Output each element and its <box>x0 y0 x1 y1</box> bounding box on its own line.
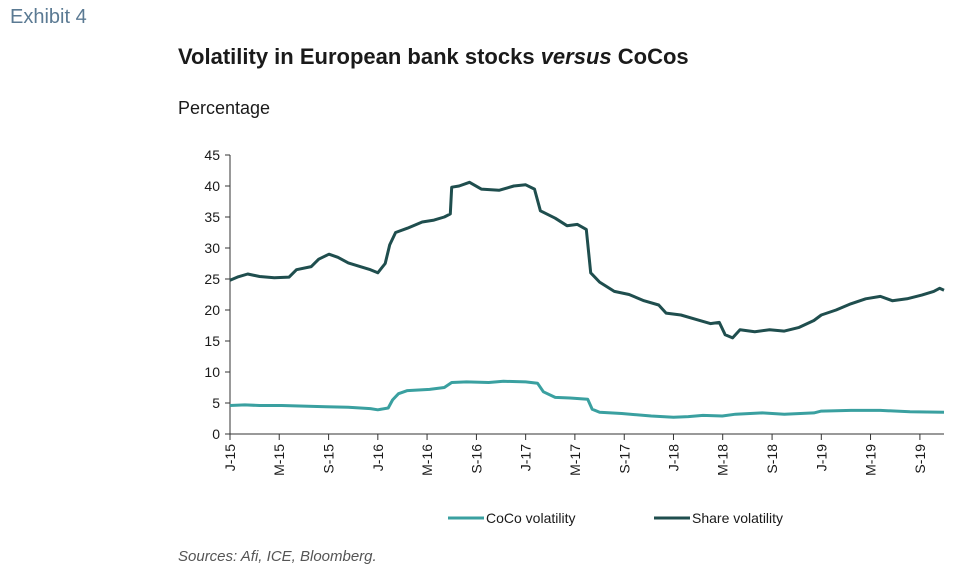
x-tick: S-19 <box>912 434 928 474</box>
x-tick-label: J-19 <box>813 444 829 471</box>
x-tick-label: S-17 <box>616 444 632 474</box>
y-tick-label: 25 <box>204 271 220 287</box>
y-tick-label: 35 <box>204 209 220 225</box>
x-tick: J-15 <box>222 434 238 471</box>
legend-item: CoCo volatility <box>448 510 575 526</box>
chart-title: Volatility in European bank stocks versu… <box>178 44 689 70</box>
x-tick-label: S-18 <box>764 444 780 474</box>
source-note: Sources: Afi, ICE, Bloomberg. <box>178 548 377 565</box>
y-tick-label: 45 <box>204 147 220 163</box>
legend-label: CoCo volatility <box>486 510 575 526</box>
x-tick: M-16 <box>419 434 435 476</box>
title-part-2: CoCos <box>611 44 689 69</box>
x-tick-label: S-15 <box>321 444 337 474</box>
y-tick-label: 10 <box>204 364 220 380</box>
x-tick: M-19 <box>863 434 879 476</box>
x-tick-label: J-15 <box>222 444 238 471</box>
y-tick: 40 <box>204 178 230 194</box>
x-tick: M-17 <box>567 434 583 476</box>
y-tick: 5 <box>212 395 230 411</box>
y-tick: 30 <box>204 240 230 256</box>
y-tick-label: 30 <box>204 240 220 256</box>
x-axis: J-15 M-15 S-15 J-16 M-16 S-16 J-17 M-17 S-17 J-18… <box>222 433 944 476</box>
legend-item: Share volatility <box>654 510 783 526</box>
y-tick: 45 <box>204 147 230 163</box>
x-tick: S-18 <box>764 434 780 474</box>
x-tick: S-16 <box>468 434 484 474</box>
exhibit-label: Exhibit 4 <box>10 6 87 28</box>
y-axis-label: Percentage <box>178 98 271 118</box>
x-tick: M-18 <box>715 434 731 476</box>
y-tick-label: 40 <box>204 178 220 194</box>
x-tick: S-17 <box>616 434 632 474</box>
series-line-1 <box>229 180 945 340</box>
y-tick: 20 <box>204 302 230 318</box>
title-italic: versus <box>540 44 612 69</box>
x-tick: J-19 <box>813 434 829 471</box>
y-tick: 10 <box>204 364 230 380</box>
x-tick-label: M-18 <box>715 444 731 476</box>
x-tick-label: S-19 <box>912 444 928 474</box>
title-part-1: Volatility in European bank stocks <box>178 44 541 69</box>
x-tick: J-18 <box>665 434 681 471</box>
x-tick-label: M-16 <box>419 444 435 476</box>
series-line-0 <box>229 379 945 419</box>
x-tick: J-17 <box>518 434 534 471</box>
x-tick: S-15 <box>321 434 337 474</box>
x-tick: M-15 <box>271 434 287 476</box>
y-tick-label: 0 <box>212 426 220 442</box>
legend: CoCo volatility Share volatility <box>448 510 783 526</box>
x-tick-label: M-15 <box>271 444 287 476</box>
y-tick: 15 <box>204 333 230 349</box>
series-lines <box>229 180 945 419</box>
y-tick: 25 <box>204 271 230 287</box>
x-tick-label: J-18 <box>665 444 681 471</box>
y-tick-label: 15 <box>204 333 220 349</box>
x-tick-label: M-19 <box>863 444 879 476</box>
y-tick: 35 <box>204 209 230 225</box>
x-tick-label: S-16 <box>468 444 484 474</box>
x-tick: J-16 <box>370 434 386 471</box>
x-tick-label: J-16 <box>370 444 386 471</box>
y-tick-label: 5 <box>212 395 220 411</box>
y-tick: 0 <box>212 426 230 442</box>
y-tick-label: 20 <box>204 302 220 318</box>
x-tick-label: M-17 <box>567 444 583 476</box>
x-tick-label: J-17 <box>518 444 534 471</box>
y-axis: 0 5 10 15 20 25 30 35 40 45 <box>204 147 231 442</box>
legend-label: Share volatility <box>692 510 783 526</box>
